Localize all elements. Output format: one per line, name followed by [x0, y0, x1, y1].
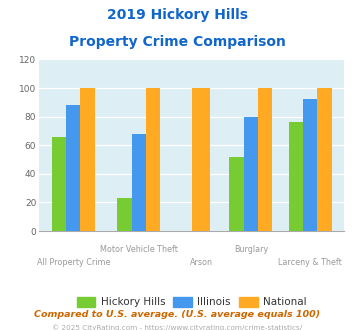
Bar: [192, 88, 210, 231]
Text: Property Crime Comparison: Property Crime Comparison: [69, 35, 286, 49]
Bar: [146, 88, 160, 231]
Bar: [132, 134, 146, 231]
Bar: [258, 88, 272, 231]
Text: Larceny & Theft: Larceny & Theft: [278, 258, 342, 267]
Text: Arson: Arson: [190, 258, 213, 267]
Bar: [317, 88, 332, 231]
Bar: [52, 137, 66, 231]
Bar: [244, 116, 258, 231]
Legend: Hickory Hills, Illinois, National: Hickory Hills, Illinois, National: [72, 293, 311, 312]
Bar: [81, 88, 95, 231]
Text: Motor Vehicle Theft: Motor Vehicle Theft: [100, 245, 178, 254]
Bar: [117, 198, 132, 231]
Text: Burglary: Burglary: [234, 245, 268, 254]
Bar: [66, 105, 81, 231]
Bar: [229, 157, 244, 231]
Text: © 2025 CityRating.com - https://www.cityrating.com/crime-statistics/: © 2025 CityRating.com - https://www.city…: [53, 324, 302, 330]
Text: 2019 Hickory Hills: 2019 Hickory Hills: [107, 8, 248, 22]
Bar: [289, 122, 303, 231]
Text: All Property Crime: All Property Crime: [37, 258, 110, 267]
Bar: [303, 99, 317, 231]
Text: Compared to U.S. average. (U.S. average equals 100): Compared to U.S. average. (U.S. average …: [34, 310, 321, 318]
